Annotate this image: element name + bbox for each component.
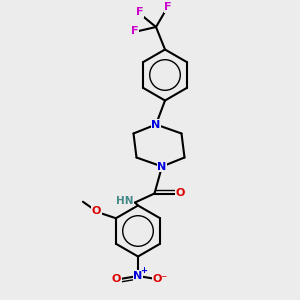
Text: F: F: [164, 2, 172, 13]
Text: +: +: [140, 266, 147, 275]
Text: O: O: [175, 188, 185, 199]
Text: F: F: [131, 26, 139, 37]
Text: N: N: [158, 161, 166, 172]
Text: O: O: [112, 274, 121, 284]
Text: F: F: [136, 7, 143, 17]
Text: N: N: [152, 119, 160, 130]
Text: HN: HN: [116, 196, 134, 206]
Text: N: N: [134, 271, 142, 281]
Text: O: O: [92, 206, 101, 216]
Text: O⁻: O⁻: [153, 274, 168, 284]
